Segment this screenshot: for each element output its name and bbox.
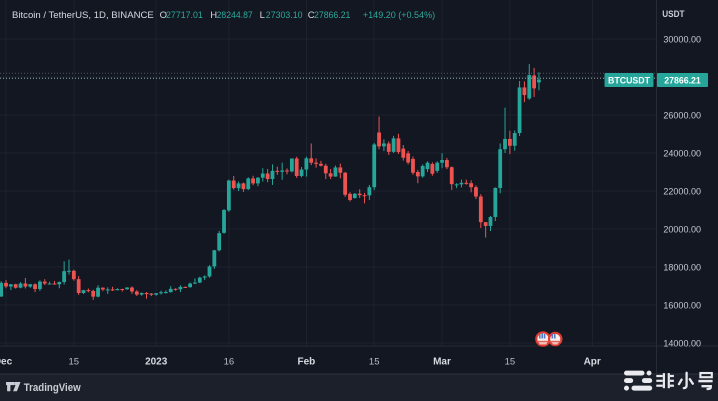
svg-text:27866.21: 27866.21 [664,76,701,87]
svg-text:16: 16 [224,357,235,368]
svg-text:26000.00: 26000.00 [663,110,701,121]
svg-text:15: 15 [505,357,516,368]
svg-text:27717.01: 27717.01 [166,10,203,21]
svg-text:24000.00: 24000.00 [663,148,701,159]
svg-text:27866.21: 27866.21 [314,10,350,21]
svg-text:Dec: Dec [0,357,13,368]
svg-text:H: H [210,10,217,21]
svg-text:30000.00: 30000.00 [663,34,701,45]
svg-text:+149.20 (+0.54%): +149.20 (+0.54%) [363,10,435,21]
svg-text:Bitcoin / TetherUS, 1D, BINANC: Bitcoin / TetherUS, 1D, BINANCE [12,10,154,21]
svg-text:BTCUSDT: BTCUSDT [608,76,650,87]
svg-text:C: C [308,10,315,21]
svg-text:Apr: Apr [584,357,601,368]
svg-text:USDT: USDT [662,9,684,20]
svg-text:2023: 2023 [145,357,168,368]
svg-text:27303.10: 27303.10 [266,10,303,21]
svg-text:20000.00: 20000.00 [663,224,701,235]
svg-text:15: 15 [69,357,80,368]
svg-text:L: L [260,10,265,21]
svg-text:O: O [160,10,167,21]
svg-text:22000.00: 22000.00 [663,186,701,197]
svg-text:28244.87: 28244.87 [217,10,253,21]
svg-text:15: 15 [369,357,380,368]
svg-text:Feb: Feb [298,357,316,368]
svg-text:TradingView: TradingView [24,382,81,394]
svg-text:Mar: Mar [433,357,451,368]
svg-text:14000.00: 14000.00 [663,338,701,349]
svg-text:16000.00: 16000.00 [663,300,701,311]
svg-text:18000.00: 18000.00 [663,262,701,273]
